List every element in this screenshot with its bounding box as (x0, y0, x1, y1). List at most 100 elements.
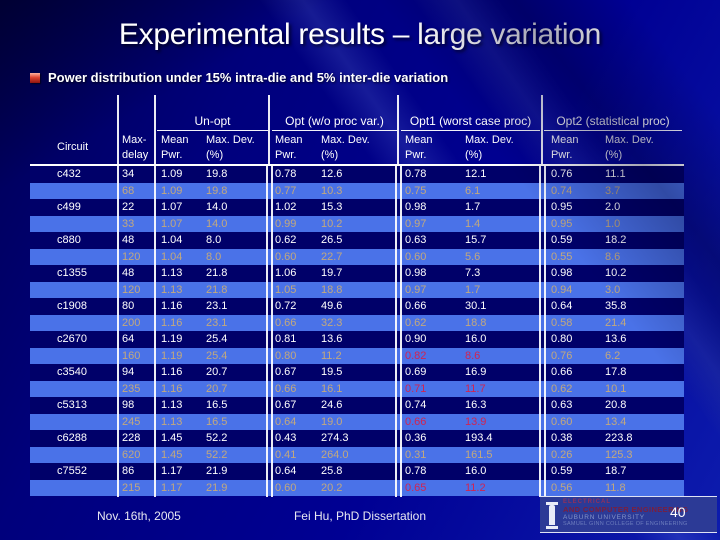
value-cell: 0.71 (405, 382, 427, 395)
max-delay-line1: Max- (122, 134, 147, 146)
table-row: 160 1.19 25.4 0.80 11.2 0.82 8.6 0.76 6.2 (30, 347, 684, 364)
circuit-cell: c880 (57, 234, 81, 246)
dev-line1: Max. Dev. (321, 134, 370, 146)
value-cell: 1.06 (275, 267, 297, 279)
value-cell: 0.95 (551, 217, 573, 230)
table-row: c1355 48 1.13 21.8 1.06 19.7 0.98 7.3 0.98 10.2 (30, 265, 684, 282)
value-cell: 1.45 (161, 432, 183, 444)
value-cell: 0.64 (275, 415, 297, 428)
value-cell: 0.78 (275, 168, 297, 180)
value-cell: 68 (122, 184, 135, 197)
value-cell: 1.7 (465, 283, 481, 296)
table-row: c2670 64 1.19 25.4 0.81 13.6 0.90 16.0 0.80 13.6 (30, 331, 684, 348)
table-row: 200 1.16 23.1 0.66 32.3 0.62 18.8 0.58 21.4 (30, 314, 684, 332)
value-cell: 193.4 (465, 432, 493, 444)
value-cell: 16.9 (465, 366, 487, 378)
circuit-cell (30, 183, 118, 200)
value-cell: 23.1 (206, 316, 228, 329)
value-cell: 21.8 (206, 283, 228, 296)
value-cell: 15.7 (465, 234, 487, 246)
value-cell: 16.0 (465, 333, 487, 345)
value-cell: 0.74 (551, 184, 573, 197)
table-separator-line (400, 166, 402, 497)
mean-line1: Mean (405, 134, 433, 146)
table-row: c499 22 1.07 14.0 1.02 15.3 0.98 1.7 0.95 2.0 (30, 199, 684, 216)
logo-line-department: AND COMPUTER ENGINEERING (563, 505, 689, 514)
value-cell: 20.7 (206, 366, 228, 378)
value-cell: 1.13 (161, 283, 183, 296)
circuit-cell (30, 414, 118, 431)
table-row: c432 34 1.09 19.8 0.78 12.6 0.78 12.1 0.76 11.1 (30, 166, 684, 183)
value-cell: 0.66 (275, 316, 297, 329)
value-cell: 0.94 (551, 283, 573, 296)
value-cell: 35.8 (605, 300, 627, 312)
value-cell: 0.99 (275, 217, 297, 230)
value-cell: 25.8 (321, 465, 343, 477)
value-cell: 52.2 (206, 448, 228, 461)
value-cell: 1.45 (161, 448, 183, 461)
logo-line-university: AUBURN UNIVERSITY (563, 514, 645, 521)
mean-line2: Pwr. (275, 149, 297, 161)
mean-pwr-header: Mean Pwr. (270, 131, 318, 164)
dev-line2: (%) (206, 149, 224, 161)
dev-line1: Max. Dev. (605, 134, 654, 146)
value-cell: 33 (122, 217, 135, 230)
value-cell: 11.1 (605, 168, 626, 180)
value-cell: 0.41 (275, 448, 297, 461)
table-separator-line (544, 166, 546, 497)
mean-line2: Pwr. (551, 149, 573, 161)
value-cell: 0.97 (405, 283, 427, 296)
table-row: c1908 80 1.16 23.1 0.72 49.6 0.66 30.1 0.64 35.8 (30, 298, 684, 315)
value-cell: 0.98 (405, 267, 427, 279)
value-cell: 160 (122, 349, 141, 362)
max-delay-column-header: Max- delay (118, 131, 155, 164)
table-row: c880 48 1.04 8.0 0.62 26.5 0.63 15.7 0.59 18.2 (30, 232, 684, 249)
value-cell: 0.56 (551, 481, 573, 494)
value-cell: 0.90 (405, 333, 427, 345)
table-row: 68 1.09 19.8 0.77 10.3 0.75 6.1 0.74 3.7 (30, 182, 684, 200)
value-cell: 0.31 (405, 448, 427, 461)
value-cell: 19.5 (321, 366, 343, 378)
value-cell: 10.2 (605, 267, 627, 279)
max-dev-header: Max. Dev. (%) (318, 131, 399, 164)
value-cell: 16.5 (206, 415, 228, 428)
value-cell: 0.60 (275, 481, 297, 494)
circuit-cell: c5313 (57, 399, 87, 411)
table-row: c5313 98 1.13 16.5 0.67 24.6 0.74 16.3 0.63 20.8 (30, 397, 684, 414)
circuit-cell: c499 (57, 201, 81, 213)
mean-pwr-header: Mean Pwr. (542, 131, 602, 164)
value-cell: 19.8 (206, 168, 228, 180)
page-number: 40 (670, 504, 686, 520)
value-cell: 8.0 (206, 234, 222, 246)
value-cell: 86 (122, 465, 135, 477)
value-cell: 1.17 (161, 481, 183, 494)
sub-header-row: Circuit Max- delay Mean Pwr. Max. Dev. (… (30, 131, 684, 166)
value-cell: 64 (122, 333, 135, 345)
value-cell: 25.4 (206, 333, 228, 345)
footer-date: Nov. 16th, 2005 (97, 509, 181, 523)
circuit-cell: c7552 (57, 465, 87, 477)
value-cell: 0.64 (551, 300, 573, 312)
table-row: 33 1.07 14.0 0.99 10.2 0.97 1.4 0.95 1.0 (30, 215, 684, 232)
logo-text: ELECTRICAL AND COMPUTER ENGINEERING AUBU… (563, 499, 688, 527)
value-cell: 1.07 (161, 217, 183, 230)
circuit-cell (30, 315, 118, 332)
value-cell: 3.7 (605, 184, 621, 197)
circuit-cell (30, 381, 118, 398)
value-cell: 0.76 (551, 168, 573, 180)
value-cell: 32.3 (321, 316, 343, 329)
value-cell: 0.36 (405, 432, 427, 444)
value-cell: 30.1 (465, 300, 487, 312)
bullet-icon (30, 73, 40, 83)
value-cell: 0.72 (275, 300, 297, 312)
value-cell: 24.6 (321, 399, 343, 411)
value-cell: 13.6 (321, 333, 343, 345)
dev-line2: (%) (321, 149, 339, 161)
value-cell: 2.0 (605, 201, 621, 213)
value-cell: 0.69 (405, 366, 427, 378)
circuit-cell: c1355 (57, 267, 87, 279)
group-header-unopt: Un-opt (157, 112, 268, 131)
value-cell: 0.62 (551, 382, 573, 395)
table-separator-line (154, 95, 156, 497)
